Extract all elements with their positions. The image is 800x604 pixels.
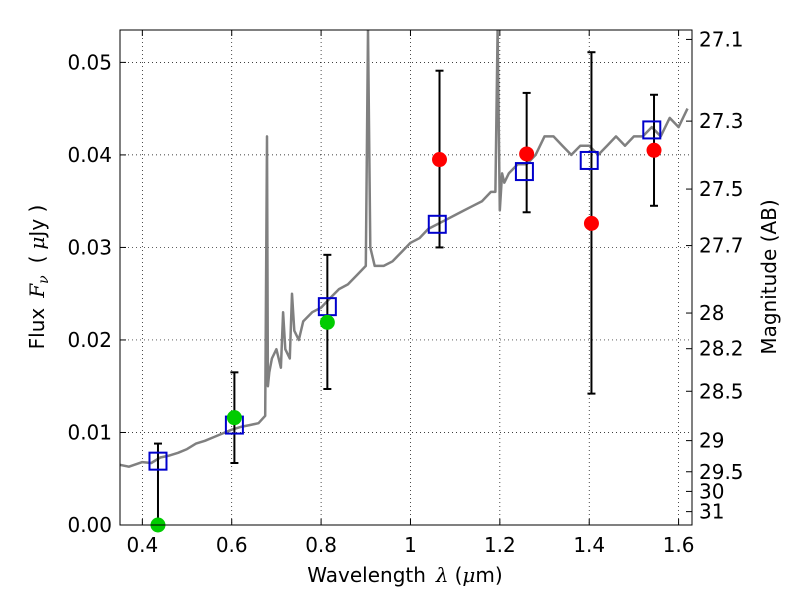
model-square bbox=[579, 150, 599, 170]
observed-points bbox=[150, 142, 662, 533]
x-tick-label: 0.4 bbox=[126, 533, 158, 557]
y-tick-label: 0.05 bbox=[67, 50, 112, 74]
model-square bbox=[642, 120, 662, 140]
right-tick-label: 27.7 bbox=[699, 234, 744, 258]
right-tick-label: 31 bbox=[699, 500, 724, 524]
right-tick-label: 30 bbox=[699, 479, 724, 503]
right-axis-label: Magnitude (AB) bbox=[757, 199, 781, 354]
ticks bbox=[120, 30, 692, 526]
observed-point bbox=[226, 410, 242, 426]
y-tick-label: 0.02 bbox=[67, 328, 112, 352]
model-points bbox=[148, 120, 662, 471]
right-tick-label: 29 bbox=[699, 429, 724, 453]
observed-point bbox=[646, 142, 662, 158]
right-tick-label: 27.1 bbox=[699, 27, 744, 51]
x-tick-label: 1.6 bbox=[663, 533, 695, 557]
right-tick-label: 27.5 bbox=[699, 177, 744, 201]
y-axis-label: FluxFν(μJy ) bbox=[25, 205, 52, 350]
observed-point bbox=[319, 314, 335, 330]
right-tick-label: 28.2 bbox=[699, 337, 744, 361]
grid bbox=[120, 30, 692, 526]
model-square bbox=[514, 162, 534, 182]
x-tick-label: 1.4 bbox=[573, 533, 605, 557]
y-tick-label: 0.01 bbox=[67, 420, 112, 444]
model-square bbox=[148, 451, 168, 471]
observed-point bbox=[583, 215, 599, 231]
x-axis-label: Wavelength λ (μm) bbox=[307, 563, 502, 587]
y-tick-label: 0.03 bbox=[67, 235, 112, 259]
x-tick-label: 0.8 bbox=[305, 533, 337, 557]
y-tick-label: 0.04 bbox=[67, 143, 112, 167]
right-tick-label: 28 bbox=[699, 301, 724, 325]
right-tick-label: 27.3 bbox=[699, 109, 744, 133]
right-tick-label: 28.5 bbox=[699, 379, 744, 403]
right-tick-label: 29.5 bbox=[699, 460, 744, 484]
spectrum-line bbox=[120, 30, 689, 468]
observed-point bbox=[519, 146, 535, 162]
spectrum-layer bbox=[120, 30, 689, 468]
x-tick-label: 0.6 bbox=[216, 533, 248, 557]
error-bars bbox=[153, 51, 659, 526]
plot-frame bbox=[119, 29, 693, 526]
x-tick-label: 1.2 bbox=[484, 533, 516, 557]
y-tick-label: 0.00 bbox=[67, 513, 112, 537]
observed-point bbox=[432, 152, 448, 168]
tick-labels: 0.4 0.6 0.8 1 1.2 1.4 1.6 0.00 0.01 0.02 0.03 0.04 0… bbox=[67, 27, 743, 557]
model-square bbox=[427, 214, 447, 234]
x-tick-label: 1 bbox=[404, 533, 417, 557]
